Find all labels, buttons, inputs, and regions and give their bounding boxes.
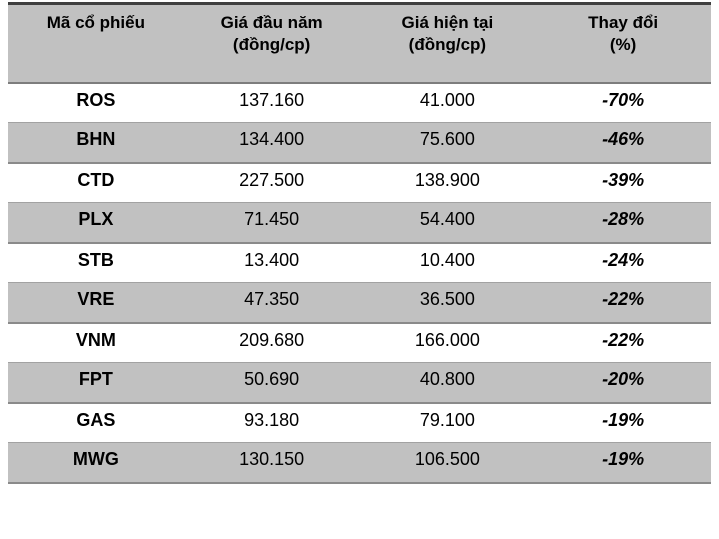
start-price-cell: 209.680 [183, 322, 360, 363]
change-percent-cell: -22% [535, 282, 711, 324]
stock-code-cell: PLX [8, 202, 184, 244]
stock-code-cell: BHN [8, 122, 184, 164]
stock-code-cell: ROS [8, 82, 184, 123]
column-header-current-price: Giá hiện tại (đồng/cp) [359, 2, 536, 84]
column-header-sublabel: (đồng/cp) [408, 35, 487, 54]
column-header-label: Mã cổ phiếu [46, 13, 145, 32]
table-row: BHN 134.400 75.600 -46% [8, 122, 711, 164]
current-price-cell: 166.000 [359, 322, 536, 363]
change-percent-cell: -22% [535, 322, 711, 363]
stock-code-cell: VNM [8, 322, 184, 363]
table-row: MWG 130.150 106.500 -19% [8, 442, 711, 484]
table-body: ROS 137.160 41.000 -70% BHN 134.400 75.6… [8, 82, 711, 484]
current-price-cell: 79.100 [359, 402, 536, 443]
column-header-sublabel: (%) [609, 35, 637, 54]
change-percent-cell: -24% [535, 242, 711, 283]
start-price-cell: 13.400 [183, 242, 360, 283]
current-price-cell: 106.500 [359, 442, 536, 484]
column-header-sublabel: (đồng/cp) [232, 35, 311, 54]
column-header-label: Thay đổi [588, 13, 659, 32]
table-row: CTD 227.500 138.900 -39% [8, 162, 711, 203]
current-price-cell: 40.800 [359, 362, 536, 404]
table-row: FPT 50.690 40.800 -20% [8, 362, 711, 404]
table-row: STB 13.400 10.400 -24% [8, 242, 711, 283]
start-price-cell: 50.690 [183, 362, 360, 404]
column-header-label: Giá đầu năm [220, 13, 323, 32]
start-price-cell: 93.180 [183, 402, 360, 443]
table-row: GAS 93.180 79.100 -19% [8, 402, 711, 443]
stock-code-cell: STB [8, 242, 184, 283]
start-price-cell: 137.160 [183, 82, 360, 123]
start-price-cell: 47.350 [183, 282, 360, 324]
start-price-cell: 134.400 [183, 122, 360, 164]
start-price-cell: 130.150 [183, 442, 360, 484]
current-price-cell: 36.500 [359, 282, 536, 324]
change-percent-cell: -19% [535, 402, 711, 443]
stock-price-table: Mã cổ phiếu Giá đầu năm (đồng/cp) Giá hi… [8, 2, 711, 484]
column-header-stock-code: Mã cổ phiếu [8, 2, 184, 84]
change-percent-cell: -39% [535, 162, 711, 203]
stock-code-cell: FPT [8, 362, 184, 404]
table-row: ROS 137.160 41.000 -70% [8, 82, 711, 123]
current-price-cell: 138.900 [359, 162, 536, 203]
change-percent-cell: -70% [535, 82, 711, 123]
column-header-start-price: Giá đầu năm (đồng/cp) [183, 2, 360, 84]
current-price-cell: 54.400 [359, 202, 536, 244]
header-row: Mã cổ phiếu Giá đầu năm (đồng/cp) Giá hi… [8, 2, 711, 84]
stock-code-cell: CTD [8, 162, 184, 203]
change-percent-cell: -20% [535, 362, 711, 404]
stock-code-cell: GAS [8, 402, 184, 443]
change-percent-cell: -28% [535, 202, 711, 244]
start-price-cell: 227.500 [183, 162, 360, 203]
current-price-cell: 41.000 [359, 82, 536, 123]
stock-code-cell: VRE [8, 282, 184, 324]
current-price-cell: 75.600 [359, 122, 536, 164]
change-percent-cell: -19% [535, 442, 711, 484]
start-price-cell: 71.450 [183, 202, 360, 244]
change-percent-cell: -46% [535, 122, 711, 164]
column-header-label: Giá hiện tại [401, 13, 494, 32]
table-header: Mã cổ phiếu Giá đầu năm (đồng/cp) Giá hi… [8, 2, 711, 84]
column-header-change-percent: Thay đổi (%) [535, 2, 711, 84]
table-row: VRE 47.350 36.500 -22% [8, 282, 711, 324]
table-row: PLX 71.450 54.400 -28% [8, 202, 711, 244]
table-row: VNM 209.680 166.000 -22% [8, 322, 711, 363]
current-price-cell: 10.400 [359, 242, 536, 283]
stock-code-cell: MWG [8, 442, 184, 484]
